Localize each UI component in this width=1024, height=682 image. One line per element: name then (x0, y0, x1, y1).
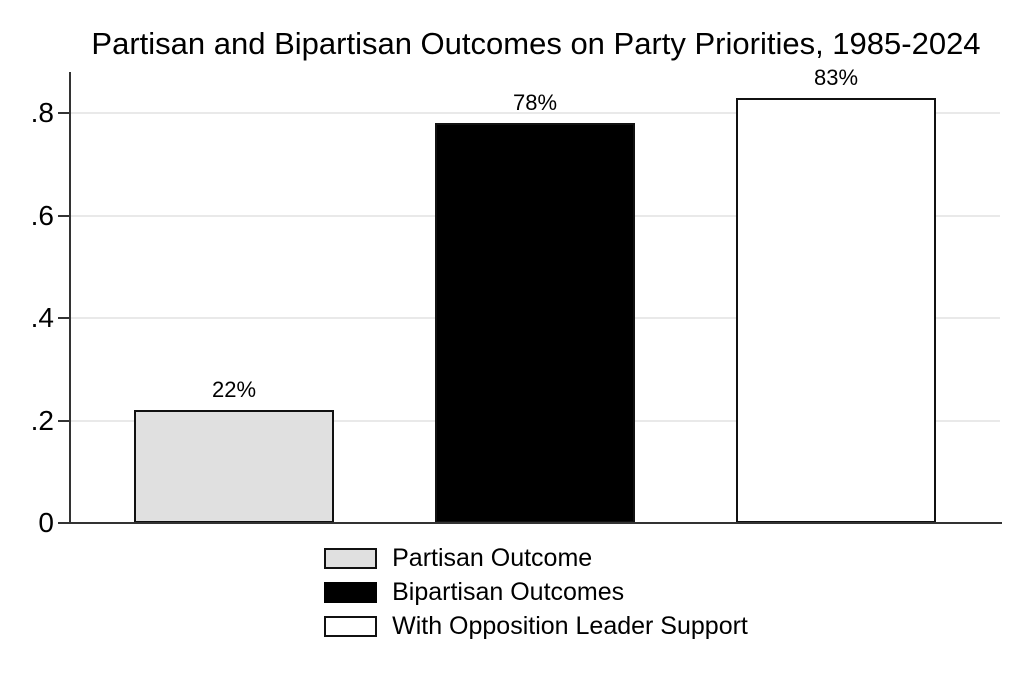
legend-entries: Partisan Outcome Bipartisan Outcomes With … (324, 544, 748, 640)
bar-bipartisan-outcomes (435, 123, 635, 523)
bar-partisan-outcome (134, 410, 334, 523)
y-tick-label: .8 (30, 97, 54, 128)
legend-label: Bipartisan Outcomes (392, 578, 625, 606)
y-tick-label: .2 (30, 405, 54, 436)
legend-swatch (324, 582, 378, 603)
legend-swatch (324, 548, 378, 569)
y-tick (58, 420, 70, 422)
y-tick-label: 0 (38, 507, 54, 538)
bar-value-label: 22% (211, 377, 257, 402)
y-tick-label: .6 (30, 200, 54, 231)
y-tick (58, 112, 70, 114)
legend-row: With Opposition Leader Support (324, 612, 748, 640)
legend-label: Partisan Outcome (392, 544, 593, 572)
bar-value-label: 83% (813, 65, 859, 90)
gridline (71, 112, 1000, 114)
legend-row: Bipartisan Outcomes (324, 578, 748, 606)
legend-row: Partisan Outcome (324, 544, 748, 572)
bar-value-label: 78% (512, 90, 558, 115)
legend-swatch (324, 616, 378, 637)
y-tick (58, 215, 70, 217)
bar-with-opposition-leader-support (736, 98, 936, 523)
y-tick-label: .4 (30, 302, 54, 333)
y-tick (58, 317, 70, 319)
legend: Partisan Outcome Bipartisan Outcomes With … (70, 544, 1002, 640)
x-axis-line (69, 522, 1002, 524)
y-tick (58, 522, 70, 524)
y-axis-line (69, 72, 71, 524)
chart-title: Partisan and Bipartisan Outcomes on Part… (91, 26, 981, 61)
legend-label: With Opposition Leader Support (392, 612, 748, 640)
